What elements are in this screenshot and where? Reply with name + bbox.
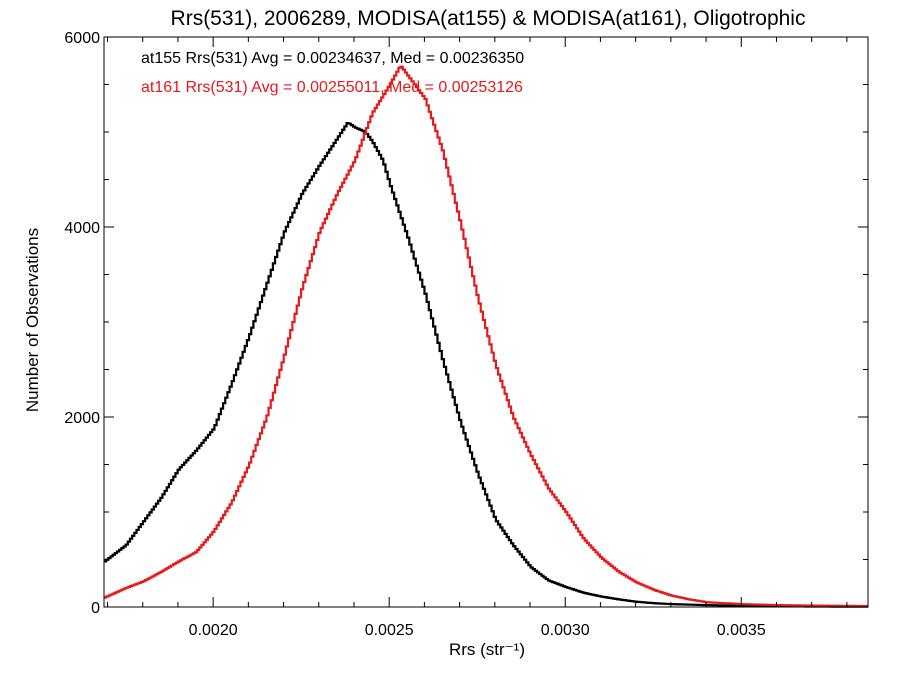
chart-title: Rrs(531), 2006289, MODISA(at155) & MODIS… (171, 7, 806, 30)
series-line-1 (104, 122, 868, 608)
series-line-2 (104, 65, 868, 608)
axes: 0.0020 0.0025 0.0030 0.0035 0 2000 4000 6000 (64, 30, 869, 639)
x-tick-label: 0.0025 (365, 622, 414, 639)
y-tick-label: 2000 (64, 410, 100, 427)
plot-area (104, 65, 868, 608)
y-tick-label: 4000 (64, 220, 100, 237)
y-axis-title: Number of Observations (23, 228, 42, 412)
legend-entry-1: at155 Rrs(531) Avg = 0.00234637, Med = 0… (141, 50, 524, 67)
legend: at155 Rrs(531) Avg = 0.00234637, Med = 0… (141, 50, 524, 96)
x-tick-label: 0.0035 (717, 622, 766, 639)
x-axis-title: Rrs (str⁻¹) (449, 640, 525, 659)
x-tick-label: 0.0030 (541, 622, 590, 639)
legend-entry-2: at161 Rrs(531) Avg = 0.00255011, Med = 0… (141, 79, 523, 96)
x-tick-label: 0.0020 (189, 622, 238, 639)
y-tick-label: 0 (91, 600, 100, 617)
y-tick-label: 6000 (64, 30, 100, 47)
